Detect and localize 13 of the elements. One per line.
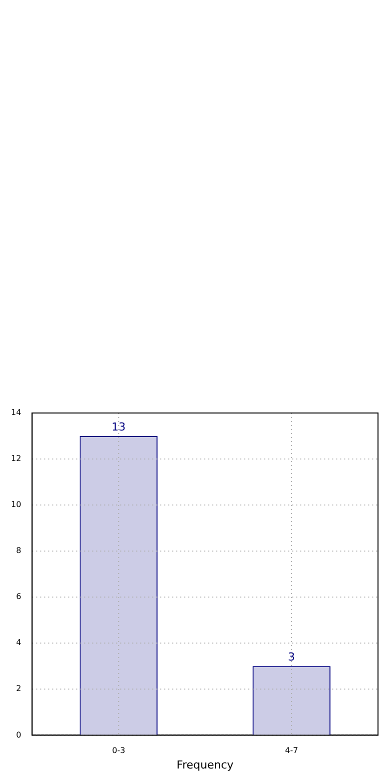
y-tick-label: 2 bbox=[16, 684, 22, 694]
data-label: 3 bbox=[288, 650, 296, 664]
x-tick-label: 0-3 bbox=[112, 746, 126, 756]
y-tick-label: 0 bbox=[16, 730, 22, 740]
y-tick-label: 12 bbox=[10, 454, 22, 464]
x-tick-label: 4-7 bbox=[285, 746, 298, 756]
y-tick-label: 6 bbox=[16, 592, 22, 602]
y-tick-label: 8 bbox=[16, 546, 22, 556]
y-tick-label: 4 bbox=[16, 638, 22, 648]
x-axis-title: Frequency bbox=[176, 758, 234, 772]
y-tick-label: 14 bbox=[10, 408, 22, 418]
data-label: 13 bbox=[112, 420, 126, 434]
y-tick-label: 10 bbox=[10, 500, 22, 510]
